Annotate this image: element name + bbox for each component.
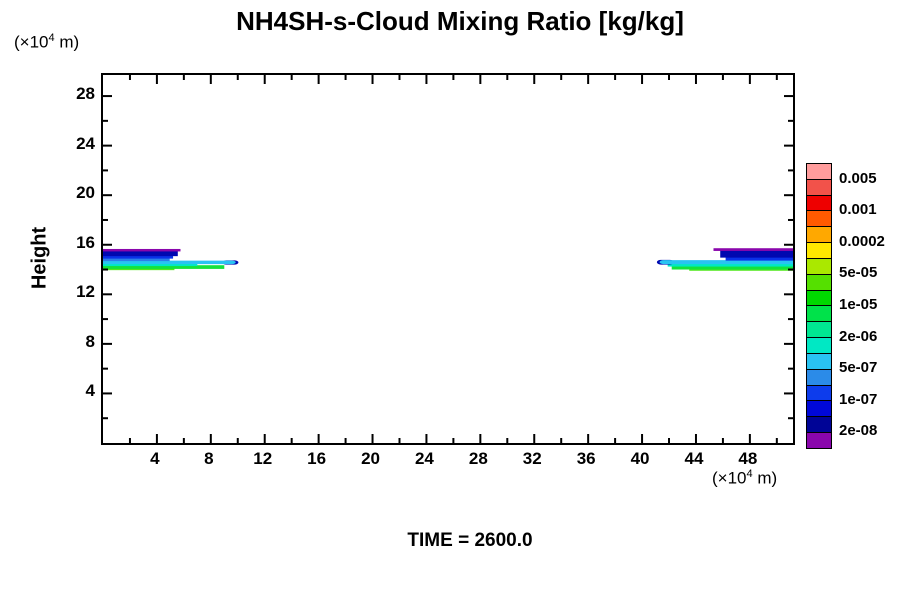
colorbar-cell-7 bbox=[807, 274, 831, 291]
colorbar-cell-5 bbox=[807, 243, 831, 259]
y-tick-label-28: 28 bbox=[76, 84, 95, 104]
y-axis-title: Height bbox=[28, 226, 51, 290]
x-axis-unit-prefix: (×10 bbox=[712, 468, 747, 488]
contour-canvas bbox=[103, 75, 793, 443]
x-axis-unit: (×104 m) bbox=[712, 468, 777, 489]
legend-label-0.005: 0.005 bbox=[839, 169, 877, 187]
legend-label-5e-07: 5e-07 bbox=[839, 359, 878, 377]
legend-label-5e-05: 5e-05 bbox=[839, 264, 878, 282]
left-cloud-band-lightgreen bbox=[103, 267, 175, 271]
colorbar bbox=[806, 163, 832, 449]
plot-area bbox=[101, 73, 795, 445]
x-tick-label-16: 16 bbox=[307, 449, 327, 468]
legend-label-1e-05: 1e-05 bbox=[839, 296, 878, 313]
x-tick-label-36: 36 bbox=[576, 449, 596, 468]
x-tick-label-20: 20 bbox=[361, 449, 380, 468]
y-tick-label-4: 4 bbox=[85, 381, 95, 401]
colorbar-cell-3 bbox=[807, 211, 831, 228]
right-cloud-band-blue bbox=[725, 256, 793, 261]
colorbar-cell-11 bbox=[807, 338, 831, 354]
left-cloud-band-blue bbox=[103, 255, 174, 259]
colorbar-cell-10 bbox=[807, 322, 831, 339]
x-tick-label-32: 32 bbox=[522, 449, 542, 468]
y-axis-unit: (×104 m) bbox=[14, 32, 79, 53]
x-axis-unit-suffix: m) bbox=[752, 468, 778, 488]
y-tick-label-12: 12 bbox=[76, 282, 95, 302]
right-cloud-band-cyan bbox=[659, 260, 793, 265]
x-axis-unit-exponent: 4 bbox=[746, 468, 753, 480]
right-cloud-band-green bbox=[671, 265, 793, 270]
y-tick-label-20: 20 bbox=[76, 183, 95, 203]
colorbar-cell-16 bbox=[807, 417, 831, 434]
left-cloud-band-purple bbox=[103, 248, 181, 252]
colorbar-cell-1 bbox=[807, 179, 831, 196]
x-tick-label-8: 8 bbox=[204, 449, 214, 468]
colorbar-cell-0 bbox=[807, 164, 831, 180]
time-label: TIME = 2600.0 bbox=[407, 530, 533, 551]
left-cloud-band-green bbox=[103, 265, 225, 269]
y-tick-label-16: 16 bbox=[76, 232, 95, 252]
y-tick-label-8: 8 bbox=[85, 331, 95, 351]
colorbar-cell-4 bbox=[807, 227, 831, 244]
x-tick-label-12: 12 bbox=[253, 449, 273, 468]
right-cloud-band-turquoise bbox=[667, 263, 793, 267]
right-cloud-band-navy bbox=[720, 249, 793, 258]
y-axis-unit-suffix: m) bbox=[54, 32, 80, 52]
legend-label-0.0002: 0.0002 bbox=[839, 232, 885, 250]
x-tick-label-40: 40 bbox=[630, 449, 650, 468]
colorbar-cell-6 bbox=[807, 258, 831, 275]
left-cloud-band-navy bbox=[103, 250, 178, 257]
x-tick-label-24: 24 bbox=[414, 449, 434, 468]
colorbar-cell-8 bbox=[807, 290, 831, 307]
colorbar-cell-2 bbox=[807, 195, 831, 212]
colorbar-cell-13 bbox=[807, 369, 831, 386]
left-cloud-band-dodger bbox=[103, 258, 170, 262]
chart-title: NH4SH-s-Cloud Mixing Ratio [kg/kg] bbox=[236, 6, 684, 36]
legend-label-1e-07: 1e-07 bbox=[839, 390, 878, 408]
legend-label-2e-08: 2e-08 bbox=[839, 422, 878, 440]
left-cloud-band-turquoise bbox=[103, 263, 198, 267]
x-tick-label-4: 4 bbox=[150, 449, 160, 468]
left-cloud-band-cyan bbox=[103, 260, 236, 265]
x-tick-label-48: 48 bbox=[738, 449, 758, 468]
x-tick-label-28: 28 bbox=[468, 449, 488, 468]
x-tick-label-44: 44 bbox=[684, 449, 704, 468]
colorbar-cell-9 bbox=[807, 306, 831, 323]
colorbar-cell-17 bbox=[807, 433, 831, 448]
y-tick-label-24: 24 bbox=[76, 133, 95, 153]
legend-label-2e-06: 2e-06 bbox=[839, 327, 878, 345]
colorbar-cell-12 bbox=[807, 353, 831, 370]
y-axis-unit-prefix: (×10 bbox=[14, 32, 49, 52]
right-cloud-band-purple bbox=[713, 248, 793, 251]
colorbar-cell-14 bbox=[807, 385, 831, 402]
y-axis-unit-exponent: 4 bbox=[48, 32, 55, 44]
colorbar-cell-15 bbox=[807, 401, 831, 418]
legend-label-0.001: 0.001 bbox=[839, 201, 877, 219]
